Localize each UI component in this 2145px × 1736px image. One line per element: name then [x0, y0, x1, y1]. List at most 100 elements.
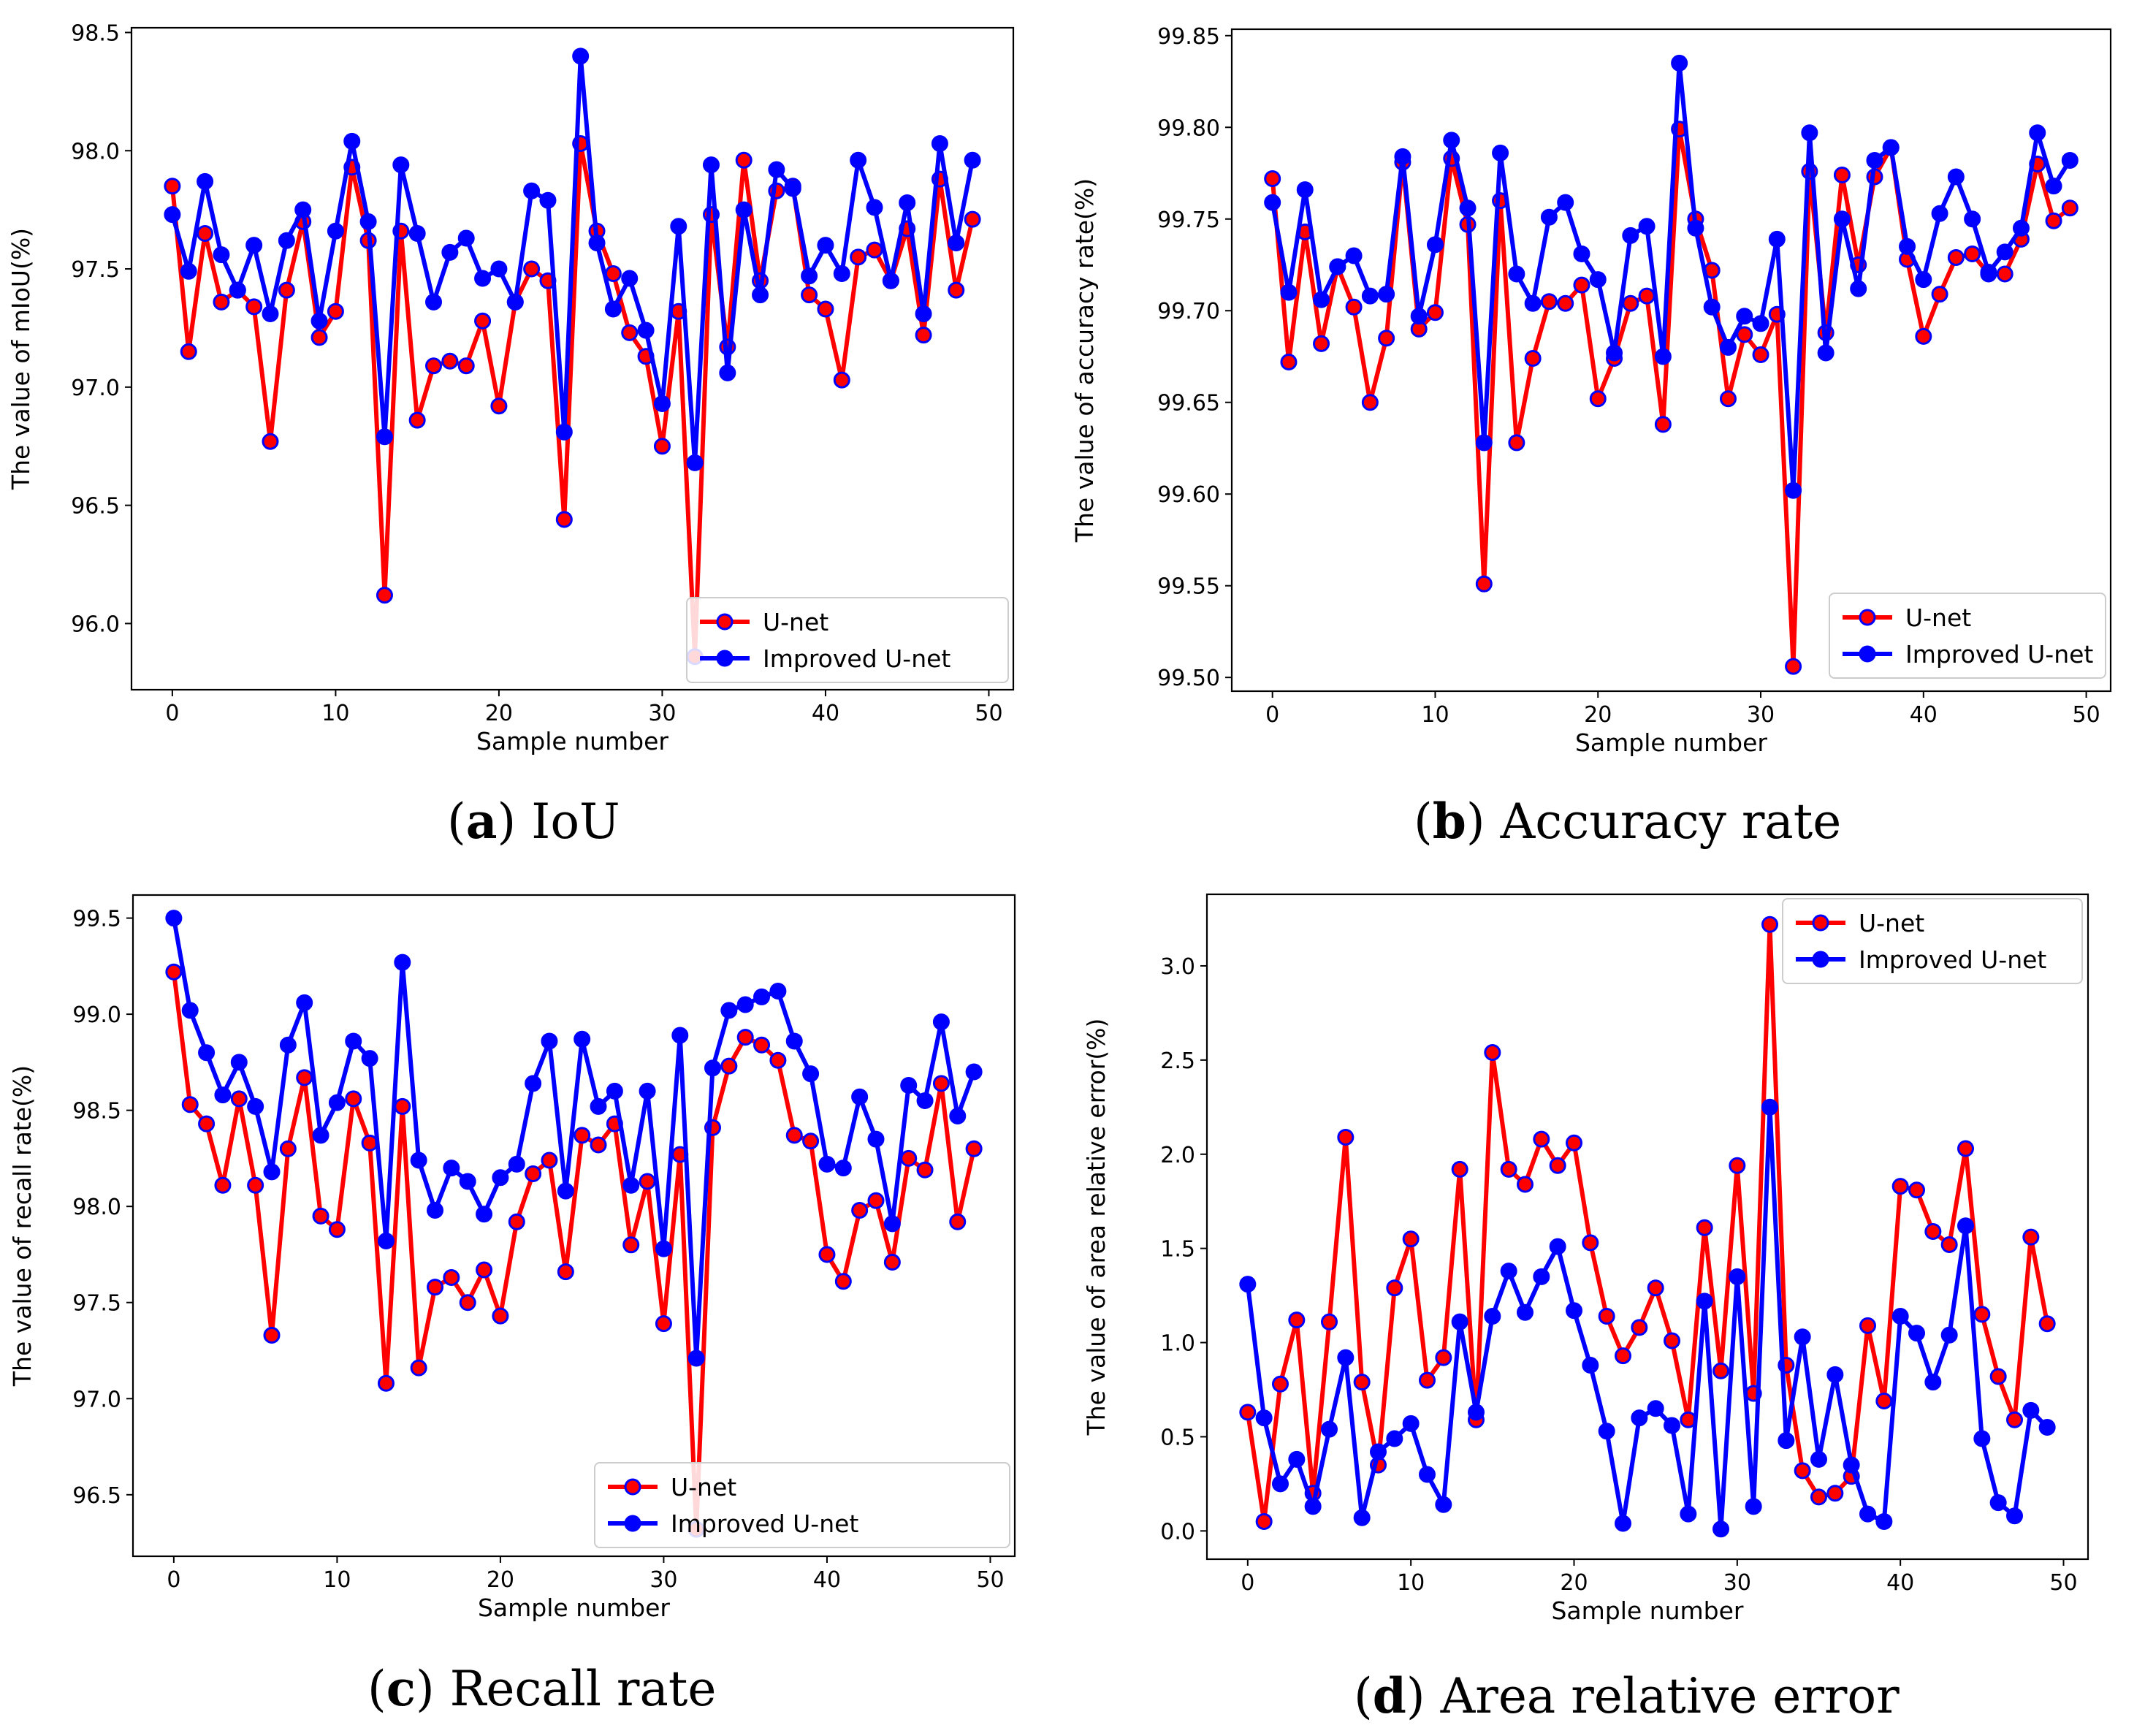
data-point-unet	[850, 248, 867, 266]
y-tick-label: 0.5	[1160, 1425, 1195, 1450]
data-point-improved	[410, 1151, 427, 1169]
data-point-improved	[1654, 348, 1672, 365]
data-point-unet	[213, 293, 230, 311]
data-point-improved	[768, 161, 785, 178]
data-point-unet	[1696, 1219, 1713, 1236]
data-point-improved	[1524, 294, 1542, 312]
y-tick-label: 99.55	[1157, 574, 1220, 600]
caption-b-text: Accuracy rate	[1500, 793, 1842, 850]
data-point-improved	[802, 1065, 820, 1083]
series-improved	[1264, 54, 2079, 499]
data-point-improved	[604, 300, 622, 318]
data-point-unet	[1719, 390, 1737, 408]
data-point-improved	[1752, 315, 1769, 332]
data-point-improved	[1582, 1356, 1599, 1374]
data-point-unet	[1540, 293, 1558, 311]
data-point-unet	[1386, 1279, 1403, 1297]
data-point-improved	[1492, 144, 1509, 161]
plot-frame	[130, 26, 1015, 691]
data-point-improved	[1768, 230, 1786, 248]
data-point-unet	[441, 352, 459, 370]
data-point-improved	[476, 1206, 493, 1223]
data-point-improved	[541, 1032, 558, 1050]
data-point-unet	[1631, 1319, 1648, 1336]
data-point-improved	[457, 229, 475, 247]
data-point-improved	[785, 1032, 803, 1050]
data-point-improved	[753, 988, 771, 1005]
data-point-improved	[1435, 1496, 1452, 1513]
data-point-improved	[622, 1176, 640, 1194]
data-point-improved	[1850, 280, 1867, 297]
data-point-unet	[1500, 1160, 1517, 1178]
data-point-improved	[328, 1094, 346, 1111]
data-point-unet	[639, 1173, 656, 1190]
data-point-improved	[377, 1233, 395, 1250]
x-tick-label: 10	[1397, 1570, 1425, 1596]
y-tick-label: 99.80	[1157, 115, 1220, 141]
data-point-unet	[328, 1221, 346, 1238]
data-point-unet	[1353, 1374, 1371, 1391]
data-point-improved	[1280, 283, 1298, 301]
data-point-improved	[165, 910, 183, 927]
data-point-improved	[1288, 1450, 1306, 1468]
data-point-improved	[508, 1155, 525, 1173]
legend-label-improved: Improved U-net	[671, 1510, 858, 1538]
data-point-improved	[1833, 210, 1851, 228]
data-point-unet	[736, 1029, 754, 1046]
data-point-unet	[866, 241, 883, 259]
data-point-unet	[1533, 1130, 1550, 1148]
data-point-improved	[312, 1127, 329, 1144]
data-point-unet	[180, 343, 197, 360]
data-point-unet	[1947, 248, 1965, 266]
data-point-unet	[1426, 304, 1444, 321]
data-point-improved	[883, 1215, 901, 1233]
data-point-improved	[574, 1030, 591, 1048]
x-tick-label: 30	[648, 701, 676, 726]
caption-b: (b) Accuracy rate	[1414, 793, 1842, 850]
data-point-unet	[1345, 298, 1363, 316]
data-point-unet	[1761, 915, 1778, 933]
data-point-improved	[539, 191, 557, 209]
data-point-improved	[1940, 1326, 1958, 1344]
caption-c-text: Recall rate	[449, 1661, 717, 1717]
data-point-unet	[181, 1096, 199, 1113]
series-improved	[1239, 1098, 2056, 1538]
y-tick-label: 96.5	[71, 494, 120, 519]
data-point-unet	[655, 1315, 672, 1333]
x-tick-label: 20	[485, 701, 513, 726]
data-point-improved	[735, 201, 753, 218]
data-point-unet	[1264, 170, 1281, 188]
data-point-unet	[1508, 434, 1525, 452]
data-point-improved	[1957, 1217, 1974, 1235]
data-point-improved	[1615, 1515, 1631, 1532]
data-point-unet	[1524, 349, 1542, 367]
data-point-improved	[408, 225, 426, 243]
data-point-improved	[1866, 151, 1883, 169]
data-point-unet	[1622, 294, 1639, 312]
data-point-improved	[1378, 286, 1395, 303]
data-point-unet	[621, 324, 639, 341]
data-point-improved	[1631, 1409, 1648, 1427]
data-point-unet	[900, 1149, 918, 1167]
series-improved	[164, 47, 981, 471]
data-point-improved	[1973, 1430, 1991, 1447]
data-point-unet	[1313, 335, 1330, 352]
data-point-unet	[1996, 265, 2013, 283]
x-tick-label: 50	[2072, 702, 2100, 728]
data-point-unet	[476, 1261, 493, 1279]
data-point-improved	[247, 1097, 264, 1115]
data-point-improved	[310, 312, 328, 330]
data-point-improved	[1361, 287, 1379, 305]
y-tick-label: 1.5	[1160, 1237, 1195, 1263]
data-point-improved	[1313, 291, 1330, 308]
data-point-unet	[1810, 1488, 1827, 1506]
chart-area-relative-error: 0 10 20 30 40 50 0.0 0.5 1.0 1.5 2.0 2.5 3.0 Sample n…	[1082, 893, 2089, 1625]
data-point-improved	[523, 182, 541, 199]
data-point-improved	[964, 151, 981, 169]
data-point-unet	[164, 178, 181, 195]
data-point-improved	[1468, 1404, 1485, 1421]
legend-marker-unet	[624, 1478, 641, 1496]
data-point-unet	[1615, 1347, 1631, 1365]
data-point-improved	[2006, 1507, 2023, 1525]
data-point-improved	[621, 270, 639, 287]
